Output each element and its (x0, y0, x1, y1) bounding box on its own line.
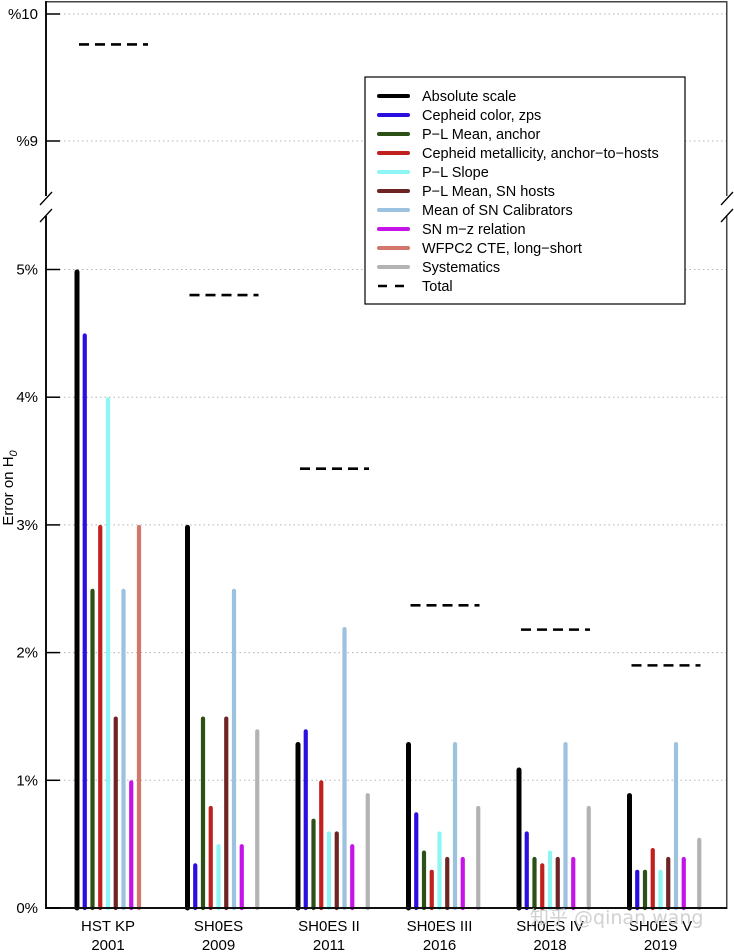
legend-item: Total (378, 279, 453, 295)
legend-item: Cepheid metallicity, anchor−to−hosts (377, 146, 659, 162)
legend-label: Cepheid color, zps (422, 108, 541, 124)
legend-item: WFPC2 CTE, long−short (377, 241, 582, 257)
legend-box (364, 76, 686, 305)
legend-label: Absolute scale (422, 89, 516, 105)
legend-item: Mean of SN Calibrators (377, 203, 573, 219)
x-category-label: SH0ES (194, 918, 243, 935)
legend-label: Mean of SN Calibrators (422, 203, 573, 219)
axis-break-mark (720, 208, 734, 223)
x-category-year: 2016 (423, 937, 456, 952)
legend-item: P−L Mean, SN hosts (377, 184, 555, 200)
x-category-year: 2011 (313, 937, 345, 952)
legend-label: Total (422, 279, 453, 295)
legend-label: SN m−z relation (422, 222, 526, 238)
legend-item: Absolute scale (377, 89, 516, 105)
legend-item: P−L Mean, anchor (377, 127, 541, 143)
bars (74, 269, 702, 911)
legend-label: WFPC2 CTE, long−short (422, 241, 582, 257)
y-tick-label: %9 (16, 133, 38, 150)
y-tick-label: 4% (16, 389, 38, 406)
y-tick-label: 1% (16, 772, 38, 789)
y-tick-label: %10 (8, 6, 38, 23)
axis-break-mark (720, 191, 734, 206)
x-category-label: SH0ES II (298, 918, 360, 935)
legend: Absolute scale Cepheid color, zps P−L Mean… (364, 76, 686, 305)
x-category-year: 2018 (533, 937, 566, 952)
watermark: 知乎 @qinan wang (530, 907, 703, 929)
y-tick-label: 0% (16, 900, 38, 917)
axes (39, 1, 734, 909)
legend-label: Systematics (422, 260, 500, 276)
x-category-year: 2001 (91, 937, 124, 952)
x-category-label: SH0ES III (407, 918, 473, 935)
x-category-label: HST KP (81, 918, 135, 935)
x-axis-line (45, 907, 727, 909)
y-ticks: 0% 1% 2% 3% 4% 5% %9 %10 (8, 6, 60, 917)
y-axis-label-subscript: 0 (8, 449, 20, 456)
axis-break-mark (39, 191, 53, 206)
legend-item: SN m−z relation (377, 222, 526, 238)
legend-label: P−L Slope (422, 165, 489, 181)
plot-frame-right (726, 1, 728, 909)
x-category-label: SH0ES IV (516, 918, 584, 935)
legend-item: P−L Slope (377, 165, 489, 181)
y-tick-label: 3% (16, 517, 38, 534)
total-markers (79, 43, 701, 667)
legend-label: Cepheid metallicity, anchor−to−hosts (422, 146, 659, 162)
plot-frame-top (46, 1, 727, 3)
x-category-label: SH0ES V (629, 918, 692, 935)
x-category-year: 2019 (644, 937, 677, 952)
y-axis-line (45, 1, 47, 909)
x-category-year: 2009 (202, 937, 235, 952)
y-tick-label: 5% (16, 262, 38, 279)
y-axis-label: Error on H0 (0, 449, 20, 525)
legend-label: P−L Mean, SN hosts (422, 184, 555, 200)
y-tick-label: 2% (16, 645, 38, 662)
axis-break-mark (39, 208, 53, 223)
legend-item: Cepheid color, zps (377, 108, 541, 124)
legend-item: Systematics (377, 260, 500, 276)
legend-label: P−L Mean, anchor (422, 127, 541, 143)
x-category-labels: HST KP 2001 SH0ES 2009 SH0ES II 2011 SH0ES III… (81, 918, 692, 952)
